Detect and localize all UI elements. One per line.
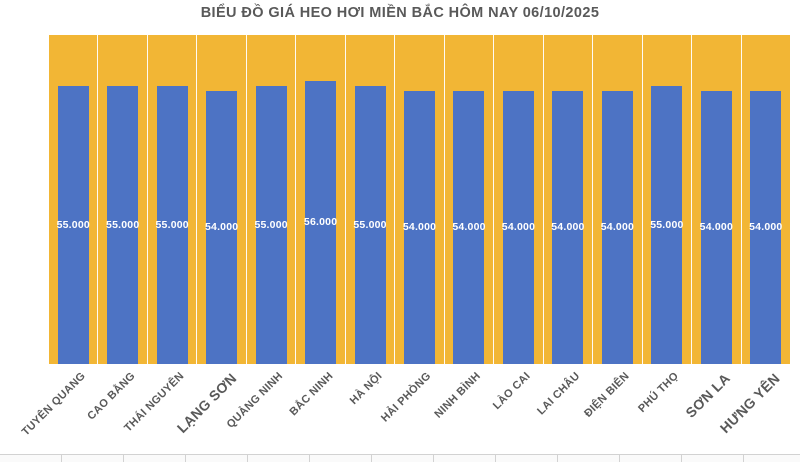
x-axis-label: TUYÊN QUANG — [19, 370, 89, 439]
bar[interactable]: 54.000 — [501, 90, 536, 364]
x-axis-label: LAI CHÂU — [534, 370, 583, 418]
bar[interactable]: 54.000 — [402, 90, 437, 364]
category-cell: 55.000 — [98, 35, 148, 364]
bar[interactable]: 55.000 — [155, 85, 189, 364]
category-cell: 55.000 — [49, 35, 99, 364]
bar[interactable]: 56.000 — [303, 80, 338, 364]
category-cell: 56.000 — [296, 35, 346, 364]
x-axis-label: ĐIỆN BIÊN — [581, 370, 632, 420]
category-cell: 54.000 — [395, 35, 445, 364]
category-cell: 54.000 — [494, 35, 544, 364]
bar-value-label: 55.000 — [106, 218, 140, 231]
x-axis-label: HÀ NỘI — [347, 370, 385, 407]
bar[interactable]: 54.000 — [551, 90, 585, 364]
x-axis-label: CAO BẰNG — [85, 370, 138, 423]
category-cell: 55.000 — [247, 35, 297, 364]
x-axis-label: BẮC NINH — [286, 370, 336, 419]
category-cell: 54.000 — [445, 35, 495, 364]
bar[interactable]: 54.000 — [452, 90, 486, 364]
bar-value-label: 54.000 — [204, 221, 239, 234]
x-axis-label: SƠN LA — [682, 370, 734, 421]
bar-value-label: 56.000 — [303, 216, 338, 229]
bar[interactable]: 55.000 — [650, 85, 684, 364]
x-axis-label: PHÚ THỌ — [636, 370, 681, 415]
category-cell: 55.000 — [643, 35, 693, 364]
bar-value-label: 55.000 — [650, 218, 684, 231]
category-cell: 54.000 — [692, 35, 742, 364]
category-cell: 54.000 — [544, 35, 594, 364]
bar-value-label: 55.000 — [254, 218, 288, 231]
chart-title: BIỂU ĐỒ GIÁ HEO HƠI MIỀN BẮC HÔM NAY 06/… — [200, 5, 600, 21]
bar[interactable]: 55.000 — [106, 85, 140, 364]
x-axis-label: LÀO CAI — [490, 370, 533, 412]
bar[interactable]: 55.000 — [254, 85, 288, 364]
spreadsheet-gridline-row — [0, 454, 800, 462]
x-axis-label: HẢI PHÒNG — [379, 370, 434, 425]
bar-value-label: 55.000 — [56, 218, 90, 231]
bar-value-label: 54.000 — [452, 221, 486, 234]
bar-value-label: 54.000 — [699, 221, 733, 234]
bar[interactable]: 54.000 — [204, 90, 239, 364]
bar-value-label: 54.000 — [551, 221, 585, 234]
category-cell: 54.000 — [742, 35, 790, 364]
bar-value-label: 54.000 — [600, 221, 635, 234]
bar[interactable]: 54.000 — [749, 90, 783, 364]
bar[interactable]: 55.000 — [56, 85, 90, 364]
bar-value-label: 54.000 — [402, 221, 437, 234]
category-cell: 54.000 — [593, 35, 643, 364]
category-cell: 55.000 — [148, 35, 198, 364]
bar-value-label: 54.000 — [749, 221, 783, 234]
bar-value-label: 55.000 — [155, 218, 189, 231]
bar-value-label: 55.000 — [353, 218, 387, 231]
bar[interactable]: 54.000 — [600, 90, 635, 364]
plot-area: 55.000 55.000 55.000 54.000 55.000 56.000 55.0… — [49, 35, 790, 364]
bar[interactable]: 55.000 — [353, 85, 387, 364]
category-cell: 55.000 — [346, 35, 396, 364]
x-axis-label: NINH BÌNH — [432, 370, 484, 421]
category-cell: 54.000 — [197, 35, 247, 364]
bar[interactable]: 54.000 — [699, 90, 733, 364]
bar-value-label: 54.000 — [501, 221, 536, 234]
